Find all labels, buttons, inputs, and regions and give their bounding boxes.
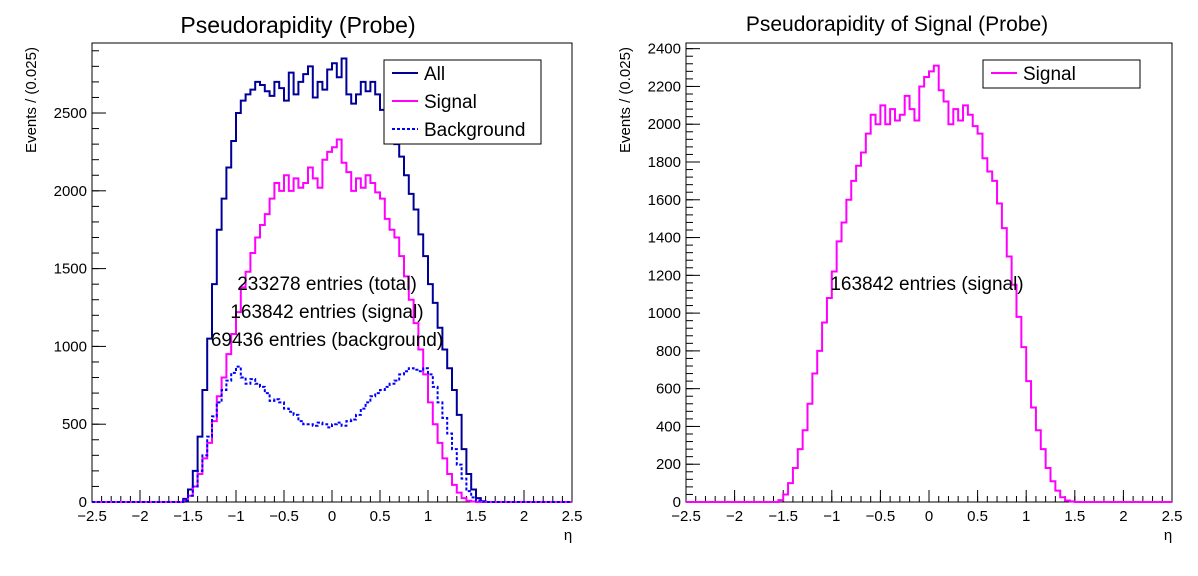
x-axis-label: η bbox=[1164, 527, 1172, 544]
y-tick-label: 600 bbox=[656, 381, 681, 398]
plot-frame bbox=[685, 42, 1173, 503]
x-tick-label: −1.5 bbox=[768, 508, 798, 525]
x-tick-label: 1.5 bbox=[466, 508, 487, 525]
entries-annotation: 163842 entries (signal) bbox=[830, 274, 1023, 295]
chart-title: Pseudorapidity of Signal (Probe) bbox=[746, 13, 1048, 36]
y-tick-label: 1000 bbox=[54, 338, 87, 355]
entries-annotation: 233278 entries (total) bbox=[237, 274, 417, 295]
x-tick-label: −2.5 bbox=[77, 508, 107, 525]
y-tick-label: 1800 bbox=[648, 154, 681, 171]
x-tick-label: 0.5 bbox=[370, 508, 391, 525]
series-line-signal bbox=[92, 138, 572, 503]
y-tick-label: 0 bbox=[79, 494, 87, 511]
legend-label-all: All bbox=[424, 64, 445, 85]
x-tick-label: 2.5 bbox=[562, 508, 583, 525]
x-tick-label: 0 bbox=[925, 508, 933, 525]
y-tick-label: 400 bbox=[656, 418, 681, 435]
x-tick-label: 2.5 bbox=[1162, 508, 1183, 525]
legend-label-signal: Signal bbox=[424, 92, 477, 113]
x-tick-label: 2 bbox=[1119, 508, 1127, 525]
x-tick-label: −0.5 bbox=[269, 508, 299, 525]
series-line-all bbox=[92, 57, 572, 503]
x-tick-label: −1.5 bbox=[173, 508, 203, 525]
chart-title: Pseudorapidity (Probe) bbox=[180, 12, 415, 38]
y-tick-label: 0 bbox=[673, 494, 681, 511]
y-axis-label: Events / (0.025) bbox=[23, 47, 40, 153]
x-tick-label: 1 bbox=[424, 508, 432, 525]
y-axis-label: Events / (0.025) bbox=[617, 47, 634, 153]
y-tick-label: 800 bbox=[656, 343, 681, 360]
y-tick-label: 500 bbox=[62, 416, 87, 433]
x-tick-label: −1 bbox=[823, 508, 840, 525]
y-tick-label: 1200 bbox=[648, 267, 681, 284]
right-plot: Pseudorapidity of Signal (Probe) Events /… bbox=[617, 13, 1182, 544]
x-tick-label: −2.5 bbox=[671, 508, 701, 525]
x-tick-label: −2 bbox=[726, 508, 743, 525]
y-tick-label: 1000 bbox=[648, 305, 681, 322]
x-tick-label: −2 bbox=[131, 508, 148, 525]
y-tick-label: 1400 bbox=[648, 230, 681, 247]
x-tick-label: 0.5 bbox=[967, 508, 988, 525]
x-tick-label: 2 bbox=[520, 508, 528, 525]
y-tick-label: 200 bbox=[656, 456, 681, 473]
legend-label-signal: Signal bbox=[1023, 64, 1076, 85]
x-tick-label: 1.5 bbox=[1064, 508, 1085, 525]
left-plot: Pseudorapidity (Probe) Events / (0.025) η −… bbox=[23, 12, 582, 544]
x-tick-label: −1 bbox=[227, 508, 244, 525]
y-tick-label: 2500 bbox=[54, 105, 87, 122]
y-tick-label: 1600 bbox=[648, 192, 681, 209]
series-line-signal bbox=[686, 64, 1172, 503]
x-tick-label: 1 bbox=[1022, 508, 1030, 525]
x-axis-label: η bbox=[564, 527, 572, 544]
series-line-background bbox=[92, 365, 572, 503]
y-tick-label: 2200 bbox=[648, 78, 681, 95]
x-tick-label: −0.5 bbox=[866, 508, 896, 525]
y-tick-label: 2400 bbox=[648, 41, 681, 58]
y-tick-label: 1500 bbox=[54, 261, 87, 278]
entries-annotation: 69436 entries (background) bbox=[211, 330, 443, 351]
x-tick-label: 0 bbox=[328, 508, 336, 525]
entries-annotation: 163842 entries (signal) bbox=[230, 302, 423, 323]
legend-label-background: Background bbox=[424, 120, 525, 141]
y-tick-label: 2000 bbox=[648, 116, 681, 133]
y-tick-label: 2000 bbox=[54, 183, 87, 200]
